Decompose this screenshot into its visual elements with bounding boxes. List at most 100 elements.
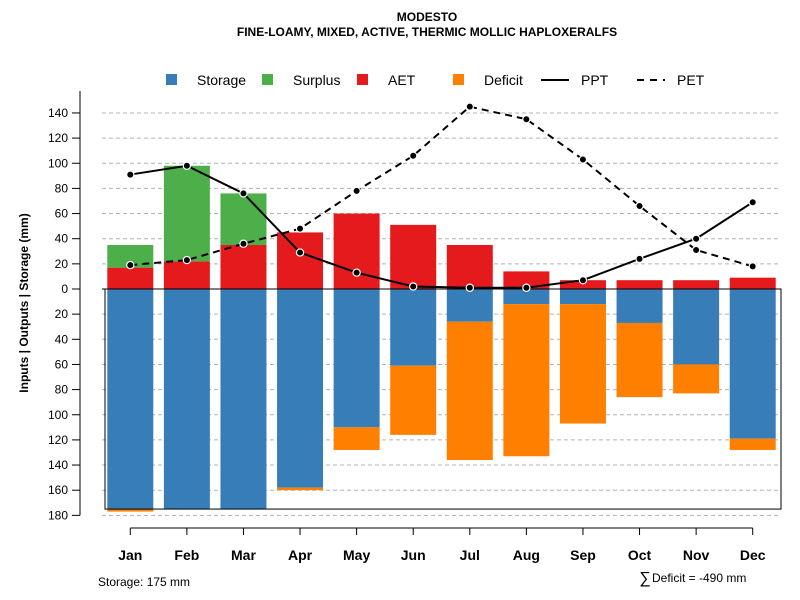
deficit-bar [446,321,493,461]
aet-bar [333,213,380,289]
storage-bar [163,289,210,510]
pet-point [635,201,644,211]
storage-bar [107,289,154,510]
gridlines [102,112,781,516]
pet-point [126,260,135,270]
aet-bar [503,271,550,289]
y-tick-label: 40 [55,332,69,346]
y-tick-label: 20 [55,257,69,271]
x-tick-label-jul: Jul [460,547,480,563]
x-axis: Jan Feb Mar Apr May Jun Jul Aug Sep Oct Nov Dec [118,527,766,563]
legend-swatch-aet [357,74,368,85]
legend-label-surplus: Surplus [293,72,340,88]
legend: Storage Surplus AET Deficit PPT PET [166,72,705,88]
deficit-bar [333,427,380,450]
x-tick-label-jan: Jan [118,547,142,563]
x-tick-label-oct: Oct [628,547,652,563]
ppt-point [126,170,135,179]
aet-bar [107,267,154,289]
storage-footnote: Storage: 175 mm [98,575,190,589]
ppt-point [182,161,192,170]
deficit-bar [559,304,606,424]
legend-label-ppt: PPT [581,72,609,88]
pet-point [522,115,531,124]
y-tick-label: 60 [55,207,69,221]
pet-point [691,245,701,255]
sigma-symbol: ∑ [639,570,650,587]
pet-point [465,102,474,111]
storage-bar [277,289,324,488]
x-tick-label-aug: Aug [513,547,540,563]
aet-bar [390,224,437,289]
x-tick-label-feb: Feb [174,547,199,563]
aet-bar [616,280,663,289]
lines [126,102,757,292]
pet-point [578,155,588,164]
y-tick-label: 80 [55,181,69,195]
deficit-bar [616,322,663,398]
ppt-point [748,198,757,207]
aet-bar [559,280,606,289]
y-tick-label: 120 [48,131,68,145]
x-tick-label-dec: Dec [740,547,766,563]
y-tick-label: 100 [48,408,68,422]
pet-point [352,186,361,196]
legend-label-aet: AET [388,72,416,88]
surplus-bar [163,165,210,262]
y-axis: 140 120 100 80 60 40 20 0 20 40 60 80 100 120 140 160 18… [48,90,81,522]
y-tick-label: 180 [48,508,68,522]
ppt-point [352,268,361,277]
legend-swatch-deficit [453,74,464,85]
legend-swatch-storage [166,74,177,85]
pet-point [295,224,305,233]
deficit-footnote: Deficit = -490 mm [652,571,746,585]
ppt-point [465,283,474,292]
legend-label-storage: Storage [197,72,246,88]
legend-label-deficit: Deficit [484,72,523,88]
deficit-bar [390,365,437,435]
aet-bar [729,277,776,289]
chart-subtitle: FINE-LOAMY, MIXED, ACTIVE, THERMIC MOLLI… [237,25,617,39]
storage-bar [220,289,267,510]
pet-point [748,262,757,271]
storage-bar [446,289,493,322]
chart-title: MODESTO [397,10,457,24]
y-tick-label: 120 [48,433,68,447]
y-tick-label: 0 [61,282,68,296]
storage-bar [673,289,720,365]
y-tick-label: 80 [55,383,69,397]
aet-bar [673,280,720,289]
surplus-bar [107,244,154,268]
aet-bar [220,244,267,289]
x-tick-label-may: May [343,547,370,563]
ppt-point [522,283,531,292]
surplus-bar [220,193,267,245]
storage-bar [616,289,663,323]
aet-bar [163,261,210,289]
pet-point [182,255,192,265]
legend-swatch-surplus [262,74,273,85]
pet-point [239,239,248,248]
y-tick-label: 60 [55,357,69,371]
zero-line-group [102,288,782,510]
x-tick-label-sep: Sep [570,547,596,563]
x-tick-label-jun: Jun [401,547,426,563]
x-tick-label-apr: Apr [288,547,313,563]
bars [107,165,776,512]
storage-bar [390,289,437,366]
storage-capacity-box [104,288,782,510]
legend-label-pet: PET [677,72,705,88]
ppt-point [578,275,588,285]
y-axis-label: Inputs | Outputs | Storage (mm) [17,213,31,392]
storage-bar [333,289,380,428]
ppt-point [409,282,418,291]
storage-bar [503,289,550,305]
y-tick-label: 20 [55,307,69,321]
deficit-bar [503,304,550,457]
ppt-point [635,254,644,264]
aet-bar [446,244,493,289]
y-tick-label: 140 [48,458,68,472]
pet-point [409,151,418,160]
ppt-point [691,234,701,243]
